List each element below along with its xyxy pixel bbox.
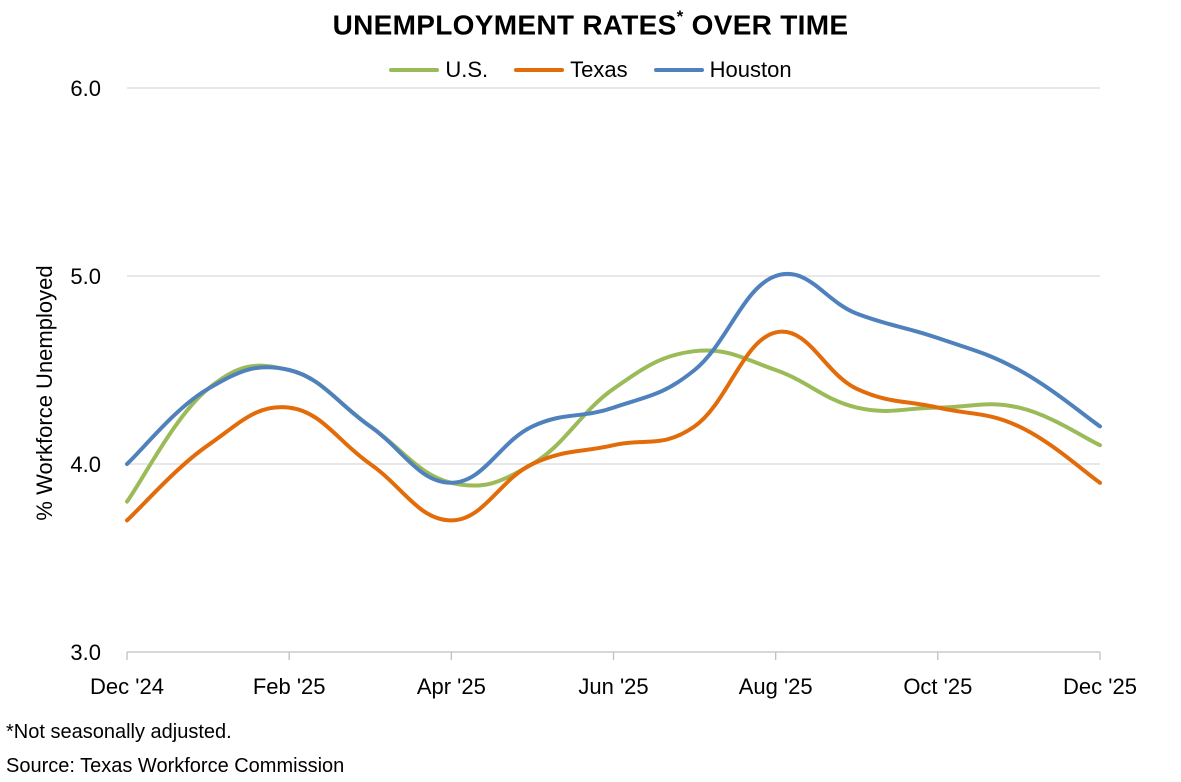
x-tick-label-dec-25: Dec '25 (1063, 674, 1137, 699)
chart-title-text: UNEMPLOYMENT RATES (332, 9, 677, 41)
tick-labels: 3.0 4.0 5.0 6.0 Dec '24 Feb '25 Apr '25 Jun '25… (70, 76, 1137, 699)
legend-swatch-houston (653, 68, 704, 72)
legend-label-houston: Houston (709, 57, 792, 82)
chart-legend: U.S. Texas Houston (0, 57, 1181, 83)
legend-item-houston: Houston (653, 57, 792, 83)
x-tick-label-jun-25: Jun '25 (578, 674, 648, 699)
y-tick-label-3-0: 3.0 (70, 640, 101, 665)
legend-swatch-us (389, 68, 440, 72)
x-tick-label-dec-24: Dec '24 (90, 674, 164, 699)
footnote: *Not seasonally adjusted. (6, 721, 232, 743)
series-layer (125, 272, 1102, 523)
legend-item-us: U.S. (389, 57, 488, 83)
y-tick-label-5-0: 5.0 (70, 264, 101, 289)
series-line-houston (125, 272, 1102, 485)
legend-label-texas: Texas (570, 57, 628, 82)
x-tick-label-apr-25: Apr '25 (417, 674, 486, 699)
x-tick-label-oct-25: Oct '25 (903, 674, 972, 699)
source-note: Source: Texas Workforce Commission (6, 755, 345, 777)
legend-label-us: U.S. (445, 57, 489, 82)
chart-title: UNEMPLOYMENT RATES* OVER TIME (0, 0, 1181, 44)
series-line-texas (125, 329, 1102, 523)
chart-title-suffix: OVER TIME (683, 9, 849, 41)
y-axis-title: % Workforce Unemployed (32, 265, 57, 520)
series-line-u-s (125, 348, 1102, 504)
y-tick-label-4-0: 4.0 (70, 452, 101, 477)
x-tick-label-aug-25: Aug '25 (739, 674, 813, 699)
x-tick-label-feb-25: Feb '25 (253, 674, 326, 699)
legend-item-texas: Texas (514, 57, 628, 83)
legend-swatch-texas (514, 68, 565, 72)
gridlines (127, 87, 1100, 465)
chart-title-marker: * (676, 7, 684, 26)
y-tick-label-6-0: 6.0 (70, 76, 101, 101)
axes (126, 651, 1101, 660)
